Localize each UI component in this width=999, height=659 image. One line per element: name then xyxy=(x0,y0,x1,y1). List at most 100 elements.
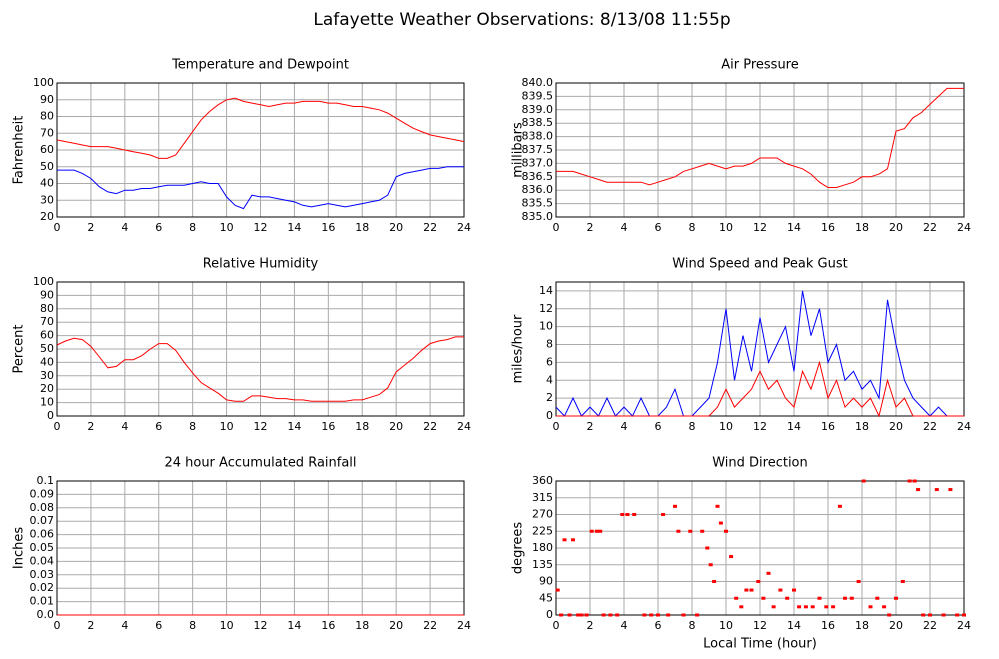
data-point xyxy=(601,613,606,617)
chart-title: Relative Humidity xyxy=(203,257,319,272)
x-tick-label: 22 xyxy=(923,619,937,632)
data-point xyxy=(700,529,705,533)
x-tick-label: 16 xyxy=(821,221,835,234)
y-tick-label: 0.07 xyxy=(30,514,55,527)
plot-frame xyxy=(56,281,465,417)
x-tick-label: 16 xyxy=(321,221,335,234)
y-tick-label: 30 xyxy=(40,369,54,382)
x-tick-label: 22 xyxy=(923,221,937,234)
y-tick-label: 0.01 xyxy=(30,595,55,608)
chart-title: Temperature and Dewpoint xyxy=(171,58,349,73)
x-tick-label: 8 xyxy=(689,221,696,234)
data-point xyxy=(749,588,754,592)
data-point xyxy=(625,513,630,516)
y-tick-label: 839.5 xyxy=(522,89,554,102)
x-tick-label: 6 xyxy=(655,619,662,632)
x-tick-label: 20 xyxy=(389,221,403,234)
y-tick-label: 20 xyxy=(40,210,54,223)
y-tick-label: 10 xyxy=(539,320,553,333)
x-tick-label: 2 xyxy=(587,221,594,234)
y-tick-label: 836.5 xyxy=(522,170,554,183)
data-point xyxy=(708,563,713,567)
x-tick-label: 4 xyxy=(121,221,128,234)
page-title: Lafayette Weather Observations: 8/13/08 … xyxy=(313,10,730,30)
data-line xyxy=(56,336,464,402)
x-tick-label: 20 xyxy=(889,221,903,234)
x-tick-label: 10 xyxy=(719,619,733,632)
x-tick-label: 14 xyxy=(287,619,301,632)
data-line xyxy=(556,360,964,418)
x-tick-label: 0 xyxy=(54,221,61,234)
data-point xyxy=(661,513,666,516)
y-tick-label: 90 xyxy=(40,93,54,106)
x-tick-label: 14 xyxy=(287,221,301,234)
x-tick-label: 14 xyxy=(287,420,301,433)
y-tick-label: 835.5 xyxy=(522,197,554,210)
x-tick-label: 24 xyxy=(457,619,471,632)
x-tick-label: 0 xyxy=(553,420,560,433)
y-axis-label: millibars xyxy=(511,122,526,178)
data-point xyxy=(868,605,873,609)
data-point xyxy=(656,613,660,617)
x-tick-label: 14 xyxy=(787,420,801,433)
x-tick-label: 16 xyxy=(321,619,335,632)
x-tick-label: 24 xyxy=(957,221,971,234)
data-point xyxy=(861,479,866,483)
x-tick-label: 12 xyxy=(753,619,767,632)
data-line xyxy=(56,97,465,159)
x-tick-label: 2 xyxy=(587,420,594,433)
y-tick-label: 315 xyxy=(532,491,553,504)
data-point xyxy=(705,546,710,550)
x-tick-label: 8 xyxy=(189,221,196,234)
y-tick-label: 835.0 xyxy=(522,210,554,223)
x-axis-label: Local Time (hour) xyxy=(703,637,817,652)
x-tick-label: 4 xyxy=(621,619,628,632)
y-tick-label: 0 xyxy=(546,608,553,621)
data-point xyxy=(649,613,654,617)
data-point xyxy=(608,613,613,617)
data-point xyxy=(921,613,926,617)
data-point xyxy=(695,613,700,617)
x-tick-label: 20 xyxy=(889,420,903,433)
y-tick-label: 0.1 xyxy=(37,474,55,487)
y-axis-label: Inches xyxy=(12,527,27,569)
plot-frame xyxy=(555,480,965,616)
data-point xyxy=(739,605,744,609)
x-tick-label: 22 xyxy=(423,619,437,632)
data-point xyxy=(681,613,686,617)
y-tick-label: 40 xyxy=(40,177,54,190)
data-point xyxy=(900,580,905,583)
x-tick-label: 18 xyxy=(855,619,869,632)
data-point xyxy=(817,596,822,600)
data-point xyxy=(916,488,921,492)
data-point xyxy=(761,596,766,600)
data-point xyxy=(856,580,861,583)
data-point xyxy=(824,605,829,609)
y-tick-label: 8 xyxy=(546,338,553,351)
x-tick-label: 24 xyxy=(957,619,971,632)
x-tick-label: 4 xyxy=(621,221,628,234)
data-point xyxy=(598,529,603,533)
x-tick-label: 20 xyxy=(889,619,903,632)
x-tick-label: 6 xyxy=(155,619,162,632)
y-tick-label: 0 xyxy=(546,409,553,422)
y-axis-label: Percent xyxy=(12,325,27,374)
x-tick-label: 0 xyxy=(553,619,560,632)
plot-frame xyxy=(555,281,965,417)
x-tick-label: 4 xyxy=(621,420,628,433)
data-point xyxy=(579,613,584,617)
data-point xyxy=(875,596,880,600)
y-tick-label: 0.05 xyxy=(30,541,55,554)
data-point xyxy=(941,613,946,617)
x-tick-label: 12 xyxy=(254,420,268,433)
data-point xyxy=(837,504,842,508)
data-point xyxy=(734,596,739,600)
y-tick-label: 80 xyxy=(40,110,54,123)
x-tick-label: 20 xyxy=(389,619,403,632)
x-tick-label: 2 xyxy=(587,619,594,632)
x-tick-label: 10 xyxy=(220,420,234,433)
x-tick-label: 18 xyxy=(855,221,869,234)
y-tick-label: 100 xyxy=(33,275,54,288)
